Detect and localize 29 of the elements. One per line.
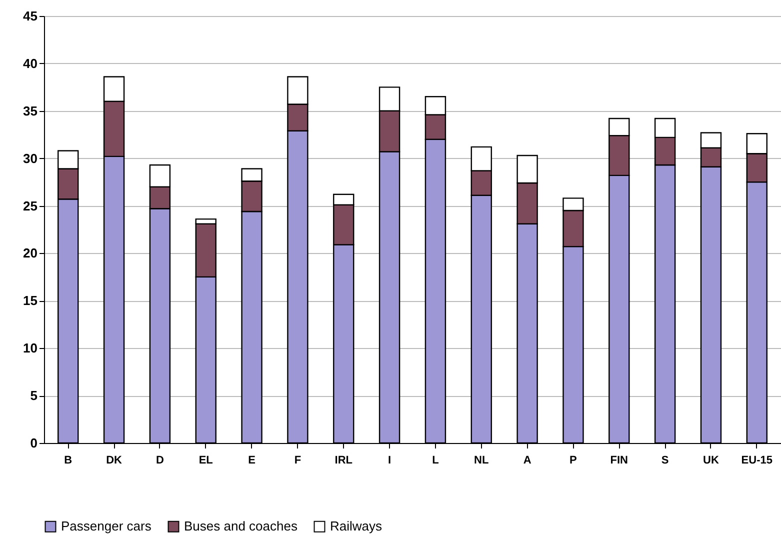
x-tick-label: B: [64, 454, 72, 466]
y-tick-label: 30: [23, 150, 38, 166]
x-tick-label: UK: [703, 454, 719, 466]
x-tick-label: L: [432, 454, 440, 466]
legend-label: Buses and coaches: [184, 518, 298, 534]
y-tick-label: 40: [23, 56, 38, 71]
x-tick-label: I: [388, 454, 392, 466]
x-tick-label: EL: [198, 454, 214, 466]
x-tick-label: D: [156, 454, 164, 466]
x-tick-label: EU-15: [741, 454, 772, 466]
x-tick-label: DK: [106, 454, 122, 466]
x-tick-label: IRL: [334, 454, 353, 466]
x-tick-label: F: [294, 454, 302, 466]
y-tick-label: 35: [23, 103, 38, 118]
y-tick-label: 10: [23, 340, 38, 356]
legend-label: Railways: [330, 518, 383, 534]
x-tick-label: S: [661, 454, 669, 466]
x-tick-label: A: [523, 454, 532, 466]
legend-label: Passenger cars: [61, 518, 152, 534]
y-tick-label: 15: [23, 293, 38, 308]
x-tick-label: FIN: [610, 454, 628, 466]
x-tick-label: E: [248, 454, 256, 466]
y-tick-label: 45: [23, 8, 38, 24]
y-tick-label: 5: [30, 388, 38, 404]
x-tick-label: NL: [474, 454, 489, 466]
y-tick-label: 20: [23, 246, 38, 261]
y-tick-label: 0: [30, 436, 38, 450]
x-tick-label: P: [570, 454, 577, 466]
y-tick-label: 25: [23, 198, 38, 214]
